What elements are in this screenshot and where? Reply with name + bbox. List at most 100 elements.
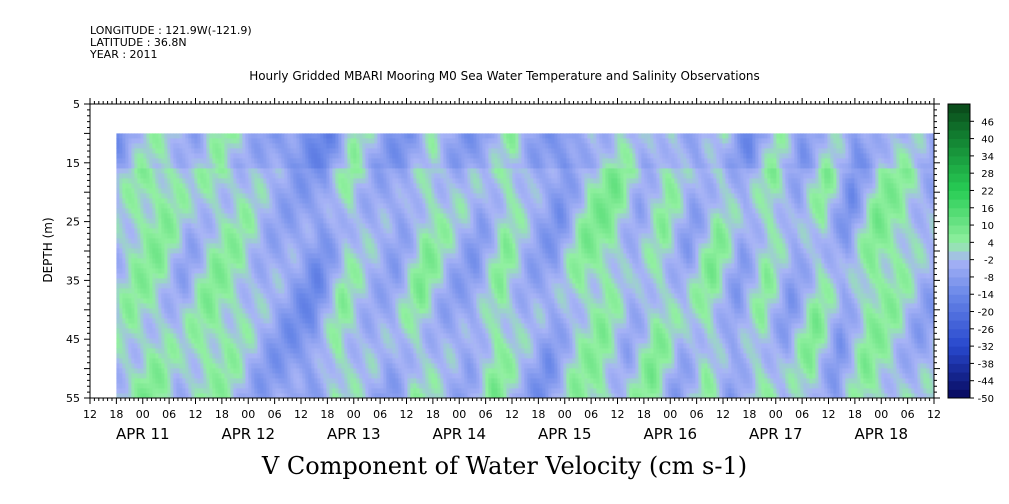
heatmap-cell bbox=[332, 218, 336, 224]
heatmap-cell bbox=[272, 308, 276, 314]
heatmap-cell bbox=[197, 343, 201, 349]
heatmap-cell bbox=[281, 368, 285, 374]
heatmap-cell bbox=[215, 293, 219, 299]
heatmap-cell bbox=[386, 218, 390, 224]
heatmap-cell bbox=[140, 213, 144, 219]
heatmap-cell bbox=[254, 218, 258, 224]
heatmap-cell bbox=[143, 218, 147, 224]
heatmap-cell bbox=[176, 308, 180, 314]
heatmap-cell bbox=[236, 168, 240, 174]
heatmap-cell bbox=[305, 238, 309, 244]
heatmap-cell bbox=[380, 323, 384, 329]
heatmap-cell bbox=[221, 273, 225, 279]
heatmap-cell bbox=[203, 358, 207, 364]
heatmap-cell bbox=[383, 253, 387, 259]
heatmap-cell bbox=[134, 338, 138, 344]
heatmap-cell bbox=[197, 333, 201, 339]
heatmap-cell bbox=[239, 363, 243, 369]
heatmap-cell bbox=[290, 213, 294, 219]
heatmap-cell bbox=[155, 243, 159, 249]
heatmap-cell bbox=[170, 203, 174, 209]
heatmap-cell bbox=[314, 393, 318, 398]
heatmap-cell bbox=[353, 253, 357, 259]
heatmap-cell bbox=[347, 313, 351, 319]
heatmap-cell bbox=[287, 168, 291, 174]
heatmap-cell bbox=[164, 343, 168, 349]
heatmap-cell bbox=[260, 338, 264, 344]
heatmap-cell bbox=[215, 388, 219, 394]
heatmap-cell bbox=[230, 293, 234, 299]
heatmap-cell bbox=[149, 223, 153, 229]
heatmap-cell bbox=[299, 158, 303, 164]
heatmap-cell bbox=[317, 343, 321, 349]
heatmap-cell bbox=[122, 323, 126, 329]
heatmap-cell bbox=[344, 228, 348, 234]
heatmap-cell bbox=[329, 193, 333, 199]
heatmap-cell bbox=[362, 158, 366, 164]
heatmap-cell bbox=[176, 378, 180, 384]
heatmap-cell bbox=[341, 233, 345, 239]
heatmap-cell bbox=[356, 353, 360, 359]
heatmap-cell bbox=[287, 253, 291, 259]
heatmap-cell bbox=[392, 383, 396, 389]
heatmap-cell bbox=[338, 218, 342, 224]
heatmap-cell bbox=[260, 278, 264, 284]
heatmap-cell bbox=[191, 318, 195, 324]
heatmap-cell bbox=[272, 278, 276, 284]
heatmap-cell bbox=[266, 133, 270, 139]
heatmap-cell bbox=[290, 233, 294, 239]
heatmap-cell bbox=[311, 338, 315, 344]
heatmap-cell bbox=[326, 343, 330, 349]
heatmap-cell bbox=[239, 153, 243, 159]
heatmap-cell bbox=[140, 338, 144, 344]
heatmap-cell bbox=[251, 308, 255, 314]
heatmap-cell bbox=[305, 358, 309, 364]
heatmap-cell bbox=[176, 338, 180, 344]
heatmap-cell bbox=[158, 228, 162, 234]
heatmap-cell bbox=[323, 258, 327, 264]
heatmap-cell bbox=[137, 163, 141, 169]
heatmap-cell bbox=[239, 168, 243, 174]
heatmap-cell bbox=[221, 298, 225, 304]
heatmap-cell bbox=[170, 303, 174, 309]
heatmap-cell bbox=[365, 223, 369, 229]
heatmap-cell bbox=[371, 368, 375, 374]
heatmap-cell bbox=[230, 258, 234, 264]
heatmap-cell bbox=[191, 328, 195, 334]
heatmap-cell bbox=[140, 293, 144, 299]
heatmap-cell bbox=[125, 278, 129, 284]
heatmap-cell bbox=[311, 283, 315, 289]
heatmap-cell bbox=[236, 328, 240, 334]
heatmap-cell bbox=[119, 188, 123, 194]
heatmap-cell bbox=[221, 248, 225, 254]
heatmap-cell bbox=[299, 293, 303, 299]
heatmap-cell bbox=[251, 258, 255, 264]
heatmap-cell bbox=[284, 328, 288, 334]
heatmap-cell bbox=[188, 178, 192, 184]
heatmap-cell bbox=[350, 183, 354, 189]
heatmap-cell bbox=[239, 283, 243, 289]
heatmap-cell bbox=[305, 228, 309, 234]
heatmap-cell bbox=[257, 208, 261, 214]
heatmap-cell bbox=[203, 388, 207, 394]
heatmap-cell bbox=[143, 338, 147, 344]
heatmap-cell bbox=[344, 183, 348, 189]
heatmap-cell bbox=[212, 268, 216, 274]
heatmap-cell bbox=[221, 393, 225, 398]
heatmap-cell bbox=[248, 198, 252, 204]
heatmap-cell bbox=[203, 333, 207, 339]
heatmap-cell bbox=[302, 238, 306, 244]
heatmap-cell bbox=[155, 228, 159, 234]
heatmap-cell bbox=[164, 328, 168, 334]
heatmap-cell bbox=[257, 183, 261, 189]
heatmap-cell bbox=[278, 278, 282, 284]
heatmap-cell bbox=[218, 343, 222, 349]
heatmap-cell bbox=[257, 388, 261, 394]
heatmap-cell bbox=[137, 363, 141, 369]
heatmap-cell bbox=[275, 208, 279, 214]
heatmap-cell bbox=[248, 163, 252, 169]
heatmap-cell bbox=[230, 368, 234, 374]
heatmap-cell bbox=[317, 278, 321, 284]
heatmap-cell bbox=[209, 388, 213, 394]
heatmap-cell bbox=[233, 323, 237, 329]
